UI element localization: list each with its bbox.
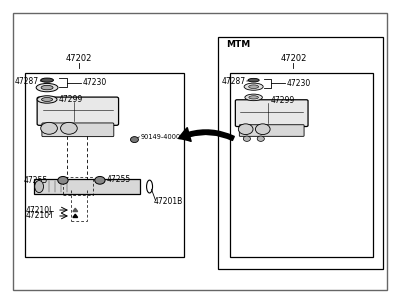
- Ellipse shape: [35, 181, 44, 193]
- Text: 47287: 47287: [15, 76, 39, 85]
- Circle shape: [58, 176, 68, 184]
- Ellipse shape: [245, 94, 262, 101]
- Text: 47299: 47299: [59, 95, 83, 104]
- Text: 47201B: 47201B: [154, 196, 183, 206]
- Text: 47255: 47255: [107, 175, 131, 184]
- FancyArrowPatch shape: [179, 128, 234, 141]
- Ellipse shape: [41, 122, 57, 134]
- Text: 47230: 47230: [83, 78, 107, 87]
- Text: MTM: MTM: [226, 40, 250, 49]
- Ellipse shape: [60, 122, 77, 134]
- Ellipse shape: [257, 136, 264, 141]
- FancyBboxPatch shape: [239, 125, 304, 136]
- Ellipse shape: [42, 98, 53, 101]
- Polygon shape: [73, 214, 78, 218]
- Bar: [25, 73, 184, 257]
- Bar: [230, 73, 373, 257]
- Text: 47202: 47202: [280, 54, 306, 63]
- Text: 47287: 47287: [222, 76, 246, 85]
- Text: 47210J: 47210J: [25, 206, 52, 214]
- FancyBboxPatch shape: [37, 97, 118, 125]
- Bar: [218, 37, 383, 269]
- Text: 47230: 47230: [286, 79, 311, 88]
- FancyBboxPatch shape: [42, 123, 114, 136]
- Ellipse shape: [243, 136, 250, 141]
- Ellipse shape: [248, 78, 259, 82]
- Ellipse shape: [244, 83, 263, 90]
- Text: 47255: 47255: [23, 176, 48, 185]
- FancyBboxPatch shape: [235, 100, 308, 127]
- Text: 47202: 47202: [66, 54, 92, 63]
- Ellipse shape: [249, 85, 258, 88]
- Ellipse shape: [249, 96, 258, 99]
- Ellipse shape: [41, 85, 53, 90]
- Circle shape: [130, 136, 138, 142]
- Ellipse shape: [41, 78, 54, 82]
- Ellipse shape: [36, 83, 58, 92]
- Polygon shape: [73, 208, 78, 212]
- Text: 47210T: 47210T: [25, 212, 54, 220]
- Text: 90149-40006: 90149-40006: [140, 134, 185, 140]
- Ellipse shape: [37, 96, 57, 103]
- Bar: [34, 179, 140, 194]
- Ellipse shape: [238, 124, 253, 134]
- Ellipse shape: [256, 124, 270, 134]
- Circle shape: [95, 176, 105, 184]
- Text: 47299: 47299: [271, 96, 295, 105]
